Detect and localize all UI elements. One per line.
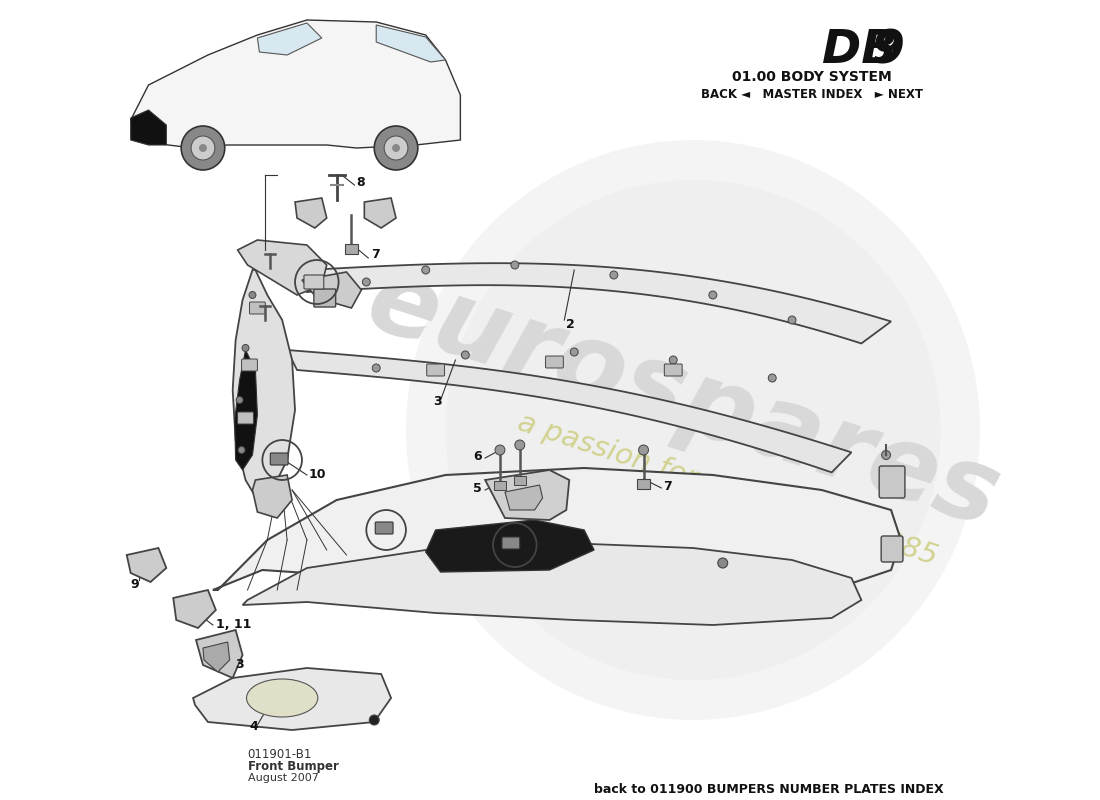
Circle shape — [495, 445, 505, 455]
Polygon shape — [243, 543, 861, 625]
Text: back to 011900 BUMPERS NUMBER PLATES INDEX: back to 011900 BUMPERS NUMBER PLATES IND… — [594, 783, 944, 796]
FancyBboxPatch shape — [879, 466, 905, 498]
FancyBboxPatch shape — [242, 359, 257, 371]
Text: 8: 8 — [356, 176, 365, 189]
Polygon shape — [426, 520, 594, 572]
Circle shape — [609, 271, 618, 279]
Text: 5: 5 — [473, 482, 482, 495]
Polygon shape — [131, 20, 461, 148]
Polygon shape — [307, 263, 891, 343]
Circle shape — [242, 345, 249, 351]
Polygon shape — [213, 468, 901, 600]
Text: 3: 3 — [235, 658, 244, 671]
FancyBboxPatch shape — [238, 412, 253, 424]
Circle shape — [362, 278, 371, 286]
Text: 3: 3 — [433, 395, 442, 408]
Polygon shape — [485, 470, 570, 520]
FancyBboxPatch shape — [494, 481, 506, 490]
Text: a passion for parts since 1985: a passion for parts since 1985 — [514, 409, 942, 571]
Circle shape — [374, 126, 418, 170]
Circle shape — [788, 316, 796, 324]
Text: eurospares: eurospares — [354, 250, 1012, 550]
Text: 01.00 BODY SYSTEM: 01.00 BODY SYSTEM — [732, 70, 892, 84]
Polygon shape — [196, 630, 243, 678]
Polygon shape — [204, 642, 230, 672]
Circle shape — [708, 291, 717, 299]
Polygon shape — [234, 350, 257, 470]
Polygon shape — [194, 668, 392, 730]
Polygon shape — [287, 350, 851, 472]
Polygon shape — [295, 198, 327, 228]
Circle shape — [406, 140, 980, 720]
Circle shape — [515, 440, 525, 450]
Circle shape — [370, 715, 379, 725]
Polygon shape — [126, 548, 166, 582]
Circle shape — [249, 291, 256, 298]
Polygon shape — [302, 272, 362, 308]
Polygon shape — [253, 475, 293, 518]
Circle shape — [182, 126, 224, 170]
Polygon shape — [257, 23, 322, 55]
Polygon shape — [131, 110, 166, 145]
Circle shape — [461, 351, 470, 359]
Circle shape — [570, 348, 579, 356]
Text: DB: DB — [822, 28, 896, 73]
Text: 9: 9 — [131, 578, 140, 591]
FancyBboxPatch shape — [250, 302, 265, 314]
Polygon shape — [238, 240, 327, 295]
Circle shape — [421, 266, 430, 274]
Text: BACK ◄   MASTER INDEX   ► NEXT: BACK ◄ MASTER INDEX ► NEXT — [701, 88, 923, 101]
Circle shape — [718, 558, 728, 568]
FancyBboxPatch shape — [502, 537, 520, 549]
Polygon shape — [233, 270, 295, 500]
Text: 7: 7 — [372, 248, 379, 261]
FancyBboxPatch shape — [514, 476, 526, 485]
Text: 1, 11: 1, 11 — [216, 618, 251, 631]
Circle shape — [446, 180, 940, 680]
Text: 4: 4 — [250, 720, 258, 733]
FancyBboxPatch shape — [271, 453, 288, 465]
FancyBboxPatch shape — [314, 289, 336, 307]
Circle shape — [191, 136, 214, 160]
Text: 10: 10 — [309, 468, 327, 481]
Circle shape — [392, 144, 400, 152]
FancyBboxPatch shape — [664, 364, 682, 376]
Text: 7: 7 — [663, 480, 672, 493]
Polygon shape — [174, 590, 216, 628]
Circle shape — [238, 446, 245, 454]
Circle shape — [882, 450, 891, 459]
Circle shape — [510, 261, 519, 269]
Polygon shape — [505, 485, 542, 510]
Circle shape — [199, 144, 207, 152]
Text: 6: 6 — [473, 450, 482, 463]
Circle shape — [236, 397, 243, 403]
Circle shape — [372, 364, 381, 372]
FancyBboxPatch shape — [344, 244, 359, 254]
Text: Front Bumper: Front Bumper — [248, 760, 339, 773]
FancyBboxPatch shape — [637, 479, 650, 489]
Ellipse shape — [246, 679, 318, 717]
FancyBboxPatch shape — [881, 536, 903, 562]
Text: August 2007: August 2007 — [248, 773, 318, 783]
Text: 9: 9 — [871, 28, 904, 73]
FancyBboxPatch shape — [546, 356, 563, 368]
Polygon shape — [364, 198, 396, 228]
Circle shape — [639, 445, 649, 455]
Circle shape — [669, 356, 678, 364]
Circle shape — [384, 136, 408, 160]
FancyBboxPatch shape — [427, 364, 444, 376]
FancyBboxPatch shape — [375, 522, 393, 534]
Circle shape — [768, 374, 777, 382]
Text: 2: 2 — [566, 318, 575, 331]
Text: 011901-B1: 011901-B1 — [248, 748, 312, 761]
FancyBboxPatch shape — [304, 275, 323, 289]
Polygon shape — [376, 25, 446, 62]
